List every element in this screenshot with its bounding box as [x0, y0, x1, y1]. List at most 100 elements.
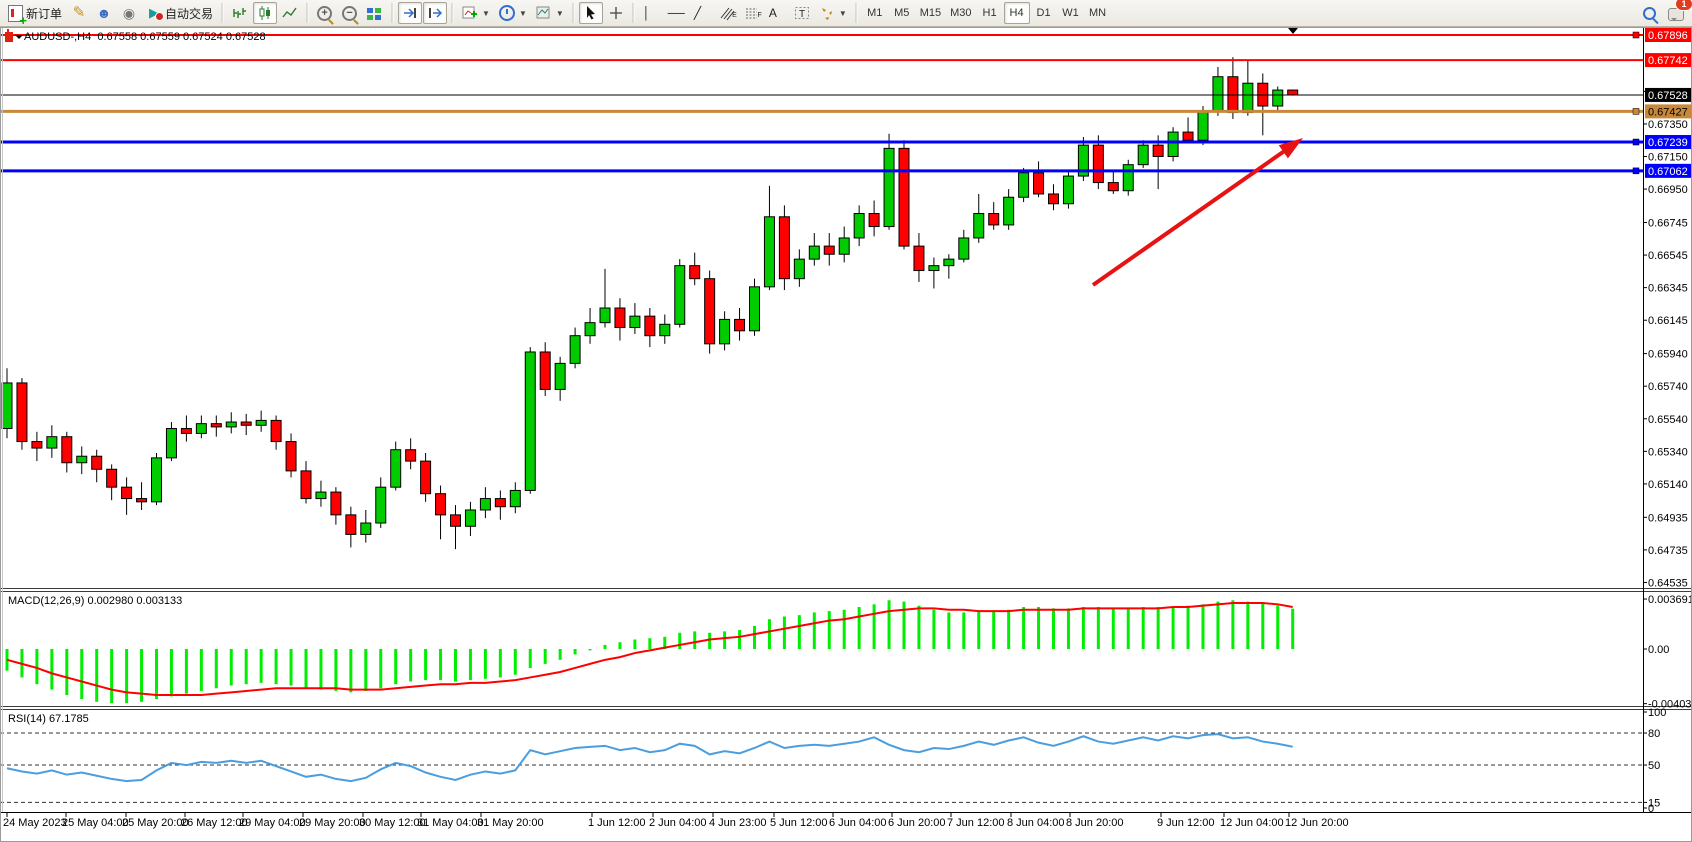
- candle-bearish: [91, 455, 103, 470]
- timeframe-h1[interactable]: H1: [977, 2, 1003, 24]
- level-marker[interactable]: [1632, 108, 1640, 115]
- line-chart-button[interactable]: [278, 2, 302, 24]
- zoom-in-icon: +: [317, 5, 333, 21]
- candle-bearish: [614, 307, 626, 329]
- annotation-arrow-head[interactable]: [1278, 138, 1303, 159]
- candle-bullish: [225, 421, 237, 428]
- time-tick-label: 4 Jun 23:00: [709, 817, 767, 829]
- candle-bullish: [838, 237, 850, 255]
- candle-bearish: [106, 468, 118, 488]
- rsi-tick-label: 0: [1648, 803, 1654, 815]
- candle-bullish: [659, 323, 671, 337]
- price-tick-label: 0.65340: [1648, 446, 1688, 458]
- candle-bullish: [1272, 89, 1284, 107]
- timeframe-mn[interactable]: MN: [1085, 2, 1111, 24]
- chart-menu-caret-icon[interactable]: [15, 35, 23, 43]
- annotation-arrow-line[interactable]: [1091, 147, 1288, 287]
- dropdown-arrow-icon: ▼: [518, 8, 527, 18]
- templates-button[interactable]: ▼: [532, 2, 568, 24]
- candle-bearish: [330, 491, 342, 516]
- fibonacci-tool[interactable]: F: [740, 2, 764, 24]
- time-tick-label: 25 May 04:00: [62, 817, 129, 829]
- community-button[interactable]: ☻: [92, 2, 116, 24]
- time-tick-label: 8 Jun 04:00: [1007, 817, 1065, 829]
- candle-bullish: [1, 382, 13, 430]
- time-tick-label: 30 May 12:00: [359, 817, 426, 829]
- chat-button[interactable]: 1: [1664, 0, 1692, 24]
- price-level-label-box: [1645, 87, 1691, 102]
- pencil-icon: ✎: [72, 4, 86, 21]
- timeframe-m5[interactable]: M5: [889, 2, 915, 24]
- channel-icon: E: [719, 5, 737, 21]
- metaeditor-button[interactable]: ✎: [67, 2, 91, 24]
- cursor-button[interactable]: [578, 2, 603, 24]
- level-marker[interactable]: [1632, 167, 1640, 175]
- candle-bullish: [360, 522, 372, 535]
- price-level-label: 0.67427: [1648, 106, 1688, 118]
- auto-scroll-button[interactable]: [398, 2, 423, 24]
- candle-bearish: [405, 449, 417, 462]
- new-order-label: 新订单: [26, 6, 63, 21]
- timeframe-h4[interactable]: H4: [1003, 2, 1030, 24]
- vertical-line-tool[interactable]: │: [639, 2, 663, 24]
- text-tool[interactable]: A: [765, 2, 789, 24]
- price-tick-label: 0.66545: [1648, 250, 1688, 262]
- periods-button[interactable]: ▼: [495, 2, 531, 24]
- time-tick-label: 25 May 20:00: [122, 817, 189, 829]
- new-order-button[interactable]: 新订单: [4, 2, 66, 27]
- candle-bearish: [1092, 144, 1104, 184]
- candle-bullish: [1077, 144, 1089, 177]
- zoom-in-button[interactable]: +: [313, 2, 337, 24]
- candle-bullish: [973, 213, 985, 239]
- toolbar-separator: [306, 3, 310, 23]
- crosshair-button[interactable]: [604, 2, 628, 24]
- bar-chart-button[interactable]: [228, 2, 252, 24]
- horizontal-line-tool[interactable]: ──: [664, 2, 689, 24]
- candle-bullish: [1003, 196, 1015, 226]
- level-marker[interactable]: [1632, 138, 1640, 146]
- candle-bullish: [524, 351, 536, 491]
- chart-background: [0, 27, 1692, 842]
- candle-bullish: [76, 455, 88, 464]
- label-tool[interactable]: T: [790, 2, 814, 24]
- candle-bearish: [494, 498, 506, 508]
- price-level-label-box: [1645, 28, 1691, 43]
- arrows-tool[interactable]: ▼: [815, 2, 851, 24]
- notifications-button[interactable]: ◉: [117, 2, 141, 24]
- candle-bearish: [300, 470, 312, 500]
- time-tick-label: 7 Jun 12:00: [947, 817, 1005, 829]
- candle-bullish: [793, 258, 805, 280]
- candle-bearish: [898, 147, 910, 247]
- macd-tick-label: 0.003691: [1648, 594, 1692, 606]
- channel-tool[interactable]: E: [715, 2, 739, 24]
- timeframe-m15[interactable]: M15: [916, 2, 945, 24]
- time-tick-label: 31 May 20:00: [477, 817, 544, 829]
- tile-windows-button[interactable]: [363, 2, 387, 24]
- timeframe-d1[interactable]: D1: [1031, 2, 1057, 24]
- rsi-line: [6, 733, 1293, 783]
- candle-bearish: [31, 441, 43, 449]
- timeframe-m30[interactable]: M30: [946, 2, 975, 24]
- candle-bearish: [704, 278, 716, 345]
- level-marker[interactable]: [1632, 31, 1640, 39]
- candle-bullish: [554, 362, 566, 390]
- timeframe-w1[interactable]: W1: [1058, 2, 1084, 24]
- timeframe-m1[interactable]: M1: [862, 2, 888, 24]
- auto-trading-button[interactable]: ▶ 自动交易: [142, 2, 217, 24]
- fibonacci-icon: F: [744, 5, 762, 21]
- time-tick-label: 24 May 2023: [3, 817, 67, 829]
- candlestick-chart-icon: [257, 5, 273, 21]
- candle-bullish: [46, 436, 58, 449]
- zoom-out-button[interactable]: −: [338, 2, 362, 24]
- candlestick-chart-button[interactable]: [253, 2, 278, 24]
- rsi-tick-label: 50: [1648, 760, 1660, 772]
- indicators-button[interactable]: ▼: [458, 2, 494, 24]
- search-button[interactable]: [1639, 2, 1663, 24]
- trendline-tool[interactable]: ╱: [690, 2, 714, 24]
- candle-bullish: [943, 258, 955, 267]
- clock-icon: [498, 5, 515, 21]
- price-level-label: 0.67062: [1648, 166, 1688, 178]
- chart-shift-marker[interactable]: [1288, 28, 1298, 34]
- chart-shift-button[interactable]: [423, 2, 448, 24]
